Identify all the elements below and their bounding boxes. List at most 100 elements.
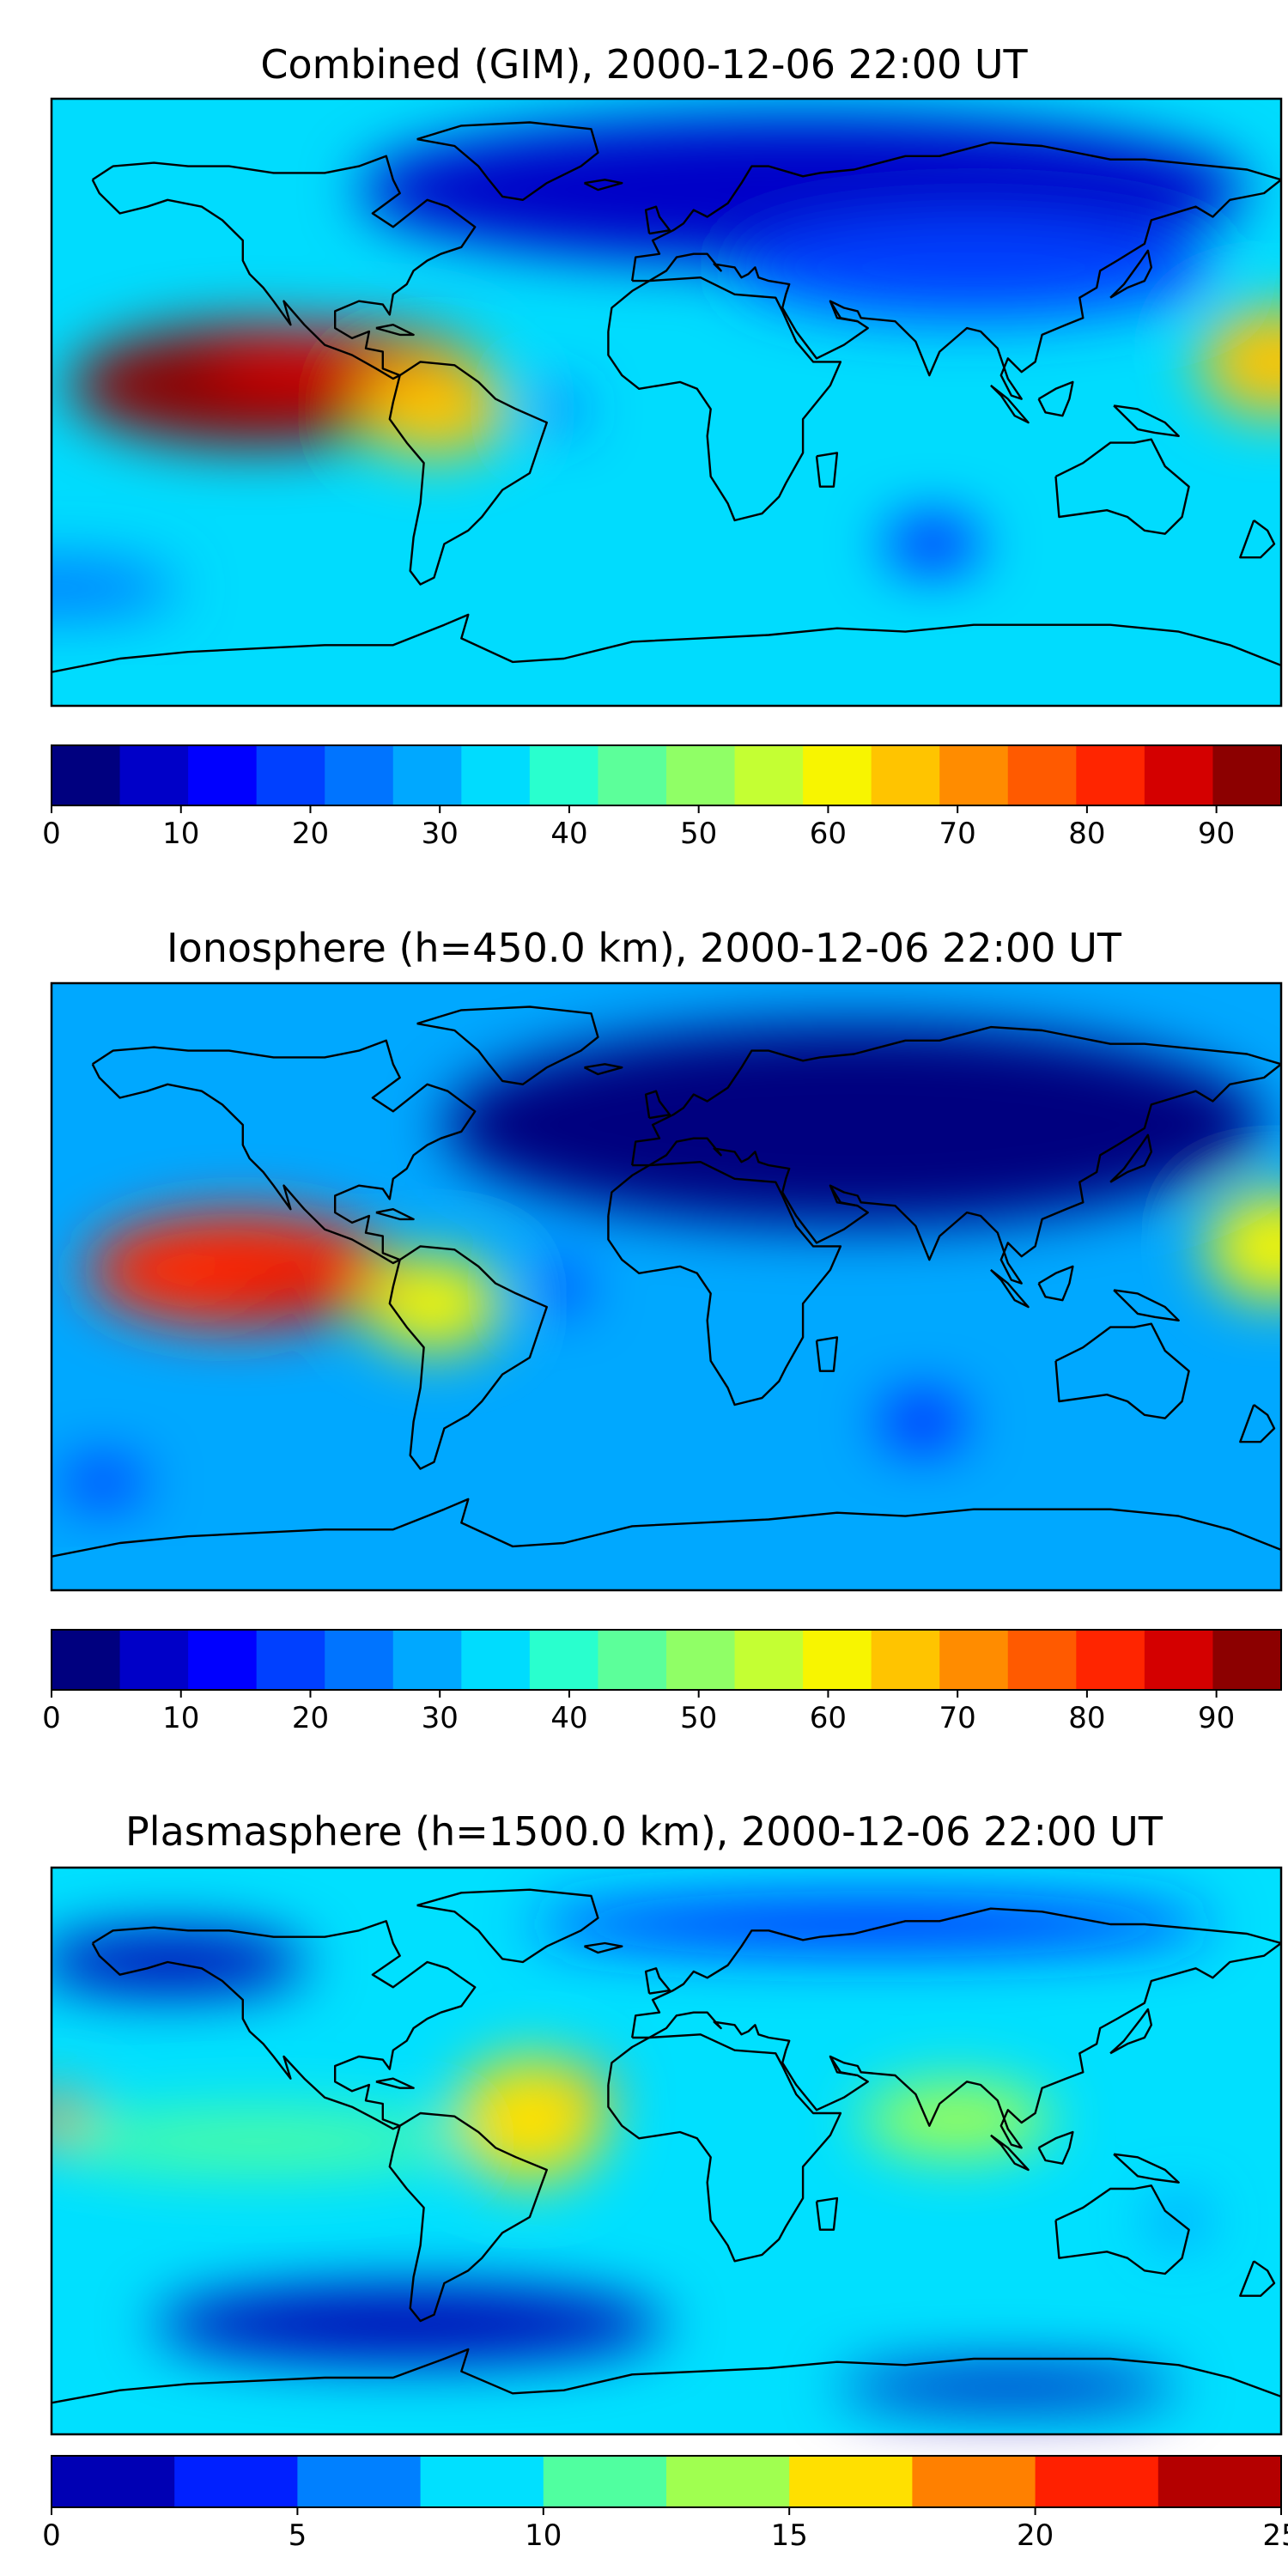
colorbar-segment [734,745,804,805]
coastline-iceland [583,179,623,191]
contour-feature [85,1212,393,1327]
colorbar-segment [174,2456,298,2507]
colorbar-tick-label: 10 [525,2518,562,2553]
colorbar-tick-label: 20 [1017,2518,1054,2553]
coastline-south-america [388,361,548,586]
colorbar-tick-label: 30 [422,1701,459,1735]
contour-feature [228,1276,353,1310]
colorbar-outline [51,2455,1282,2508]
contour-feature [52,561,179,615]
coastline-new-guinea [1113,1289,1180,1322]
colorbar-segment [803,1630,872,1690]
coastline-greenland [416,121,599,202]
contour-feature [836,2368,1179,2406]
coastline-new-zealand [1239,2260,1276,2297]
coastline-australia [1054,2184,1190,2275]
coastline-cuba [375,1207,415,1221]
colorbar-tick-label: 50 [680,817,717,851]
coastline-eurasia [631,141,1281,400]
colorbar-tick-label: 80 [1068,1701,1105,1735]
map-field-1 [52,983,1281,1590]
map-field-2 [52,1868,1281,2434]
contour-feature [1199,307,1281,416]
contour-feature [359,361,510,457]
colorbar-segment [461,1630,531,1690]
colorbar-segment [1212,745,1282,805]
coastline-north-america [91,155,477,380]
contour-feature [860,2081,1053,2158]
coastline-north-america [91,1920,477,2130]
coastlines [52,1005,1281,1558]
contour-feature [529,1269,585,1304]
contour-feature [454,2057,605,2183]
coastline-sumatra [990,384,1030,424]
coastline-borneo [1037,380,1074,417]
colorbar-segment [1144,1630,1214,1690]
coastline-madagascar [815,1336,839,1372]
coastline-greenland [416,1888,599,1964]
coastline-eurasia [631,1907,1281,2149]
colorbar-segment [1035,2456,1159,2507]
map-field-0 [52,99,1281,706]
coastline-cuba [375,2077,415,2089]
colorbar-tick-label: 60 [810,1701,847,1735]
coastline-new-zealand [1239,519,1276,559]
colorbar-segment [598,1630,667,1690]
colorbar-segment [871,745,940,805]
coastline-eurasia [631,1025,1281,1285]
colorbar-0: 0 10 20 30 40 50 60 70 80 90 [42,744,1282,851]
colorbar-segment [803,745,872,805]
coastline-arabia-gulf [829,2056,859,2077]
coastline-new-guinea [1113,404,1180,437]
colorbar-segment [297,2456,422,2507]
colorbar-segment [939,745,1009,805]
map-frame-0 [50,97,1283,708]
colorbar-segment [1007,745,1077,805]
coastline-antarctica [52,1498,1281,1558]
colorbar-segment [529,745,599,805]
coastline-sumatra [990,1268,1030,1309]
coastline-new-zealand [1239,1404,1276,1443]
coastline-antarctica [52,2348,1281,2404]
colorbar-tick-label: 0 [42,817,61,851]
colorbar-segment [912,2456,1036,2507]
colorbar-segment [392,1630,462,1690]
coastlines [52,121,1281,673]
colorbar-1: 0 10 20 30 40 50 60 70 80 90 [42,1629,1282,1735]
contour-feature [52,2110,462,2173]
colorbar-tick-label: 30 [422,817,459,851]
colorbar-tick-label: 5 [289,2518,307,2553]
colorbar-tick-label: 20 [292,817,329,851]
colorbar-segment [256,1630,325,1690]
colorbar-segment [1007,1630,1077,1690]
colorbar-segment [543,2456,667,2507]
coastline-iceland [583,1063,623,1076]
coastlines [52,1888,1281,2404]
coastline-greenland [416,1005,599,1086]
colorbar-tick-label: 40 [550,817,587,851]
colorbar-tick-label: 10 [162,817,199,851]
colorbar-segment [325,745,394,805]
contour-feature [61,1465,144,1499]
coastline-japan [1109,2008,1153,2055]
panel-title-plasmasphere: Plasmasphere (h=1500.0 km), 2000-12-06 2… [125,1808,1163,1855]
colorbar-segment [666,745,736,805]
colorbar-segment [188,1630,258,1690]
map-frame-2 [50,1866,1283,2436]
contour-feature [881,1398,964,1446]
colorbar-segment [52,2456,175,2507]
colorbar-tick-label: 0 [42,2518,61,2553]
colorbar-tick-label: 15 [771,2518,808,2553]
coastline-antarctica [52,613,1281,673]
colorbar-segment [188,745,258,805]
coastline-british-isles [644,1967,671,1995]
colorbar-segment [1076,1630,1145,1690]
contour-feature [154,2286,666,2362]
colorbar-segment [1144,745,1214,805]
colorbar-tick-label: 70 [939,817,976,851]
coastline-australia [1054,1322,1190,1419]
coastline-british-isles [644,205,671,235]
coastline-south-america [388,2111,548,2323]
colorbar-segment [734,1630,804,1690]
